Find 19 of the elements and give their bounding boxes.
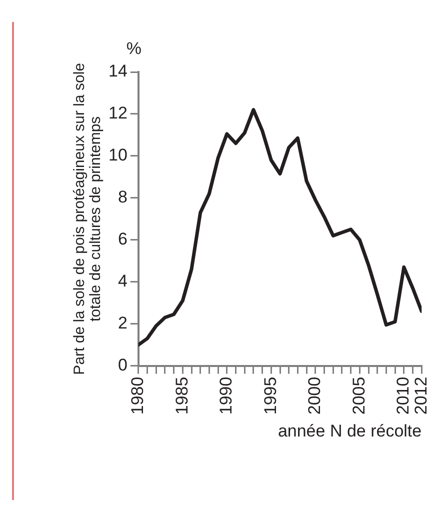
- y-tick-label: 10: [108, 146, 128, 165]
- x-tick-label: 1980: [128, 376, 148, 415]
- y-tick-label: 6: [118, 230, 128, 249]
- y-axis-title: Part de la sole de pois protéagineux sur la sole totale de cultures de printemps: [71, 62, 104, 375]
- y-tick-label: 0: [118, 355, 128, 374]
- x-tick-label: 1990: [216, 376, 236, 415]
- x-tick-label: 1995: [260, 376, 280, 415]
- y-tick-label: 12: [108, 104, 128, 123]
- x-tick-label: 2000: [305, 376, 324, 415]
- y-tick-label: 4: [118, 272, 128, 291]
- text: %: [126, 39, 142, 58]
- x-axis-title: année N de récolte: [278, 421, 422, 440]
- x-tick-label: 2010: [394, 376, 413, 415]
- y-tick-label: 14: [108, 62, 128, 81]
- x-tick-label: 2012: [411, 376, 430, 415]
- x-tick-label: 1985: [172, 376, 192, 415]
- y-tick-label: 8: [118, 188, 128, 207]
- x-tick-label: 2005: [349, 376, 368, 415]
- y-tick-label: 2: [118, 314, 128, 332]
